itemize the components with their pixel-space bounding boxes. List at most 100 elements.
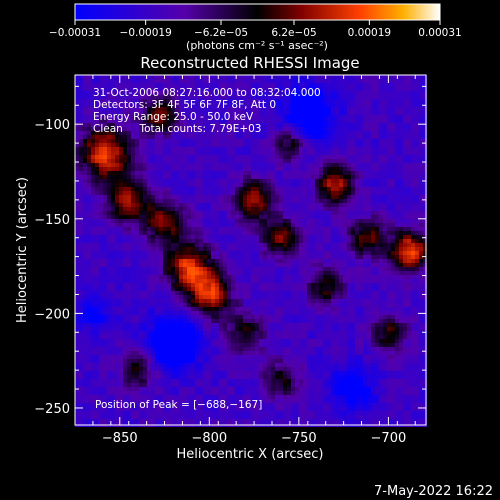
heatmap-cell bbox=[299, 199, 303, 203]
heatmap-cell bbox=[99, 119, 103, 123]
heatmap-cell bbox=[107, 267, 111, 271]
heatmap-cell bbox=[91, 267, 95, 271]
heatmap-cell bbox=[135, 291, 139, 295]
heatmap-cell bbox=[147, 379, 151, 383]
heatmap-cell bbox=[167, 203, 171, 207]
heatmap-cell bbox=[291, 119, 295, 123]
heatmap-cell bbox=[151, 331, 155, 335]
heatmap-cell bbox=[139, 191, 143, 195]
heatmap-cell bbox=[287, 391, 291, 395]
heatmap-cell bbox=[75, 131, 79, 135]
heatmap-cell bbox=[251, 151, 255, 155]
heatmap-cell bbox=[75, 395, 79, 399]
heatmap-cell bbox=[127, 359, 131, 363]
heatmap-cell bbox=[295, 351, 299, 355]
heatmap-cell bbox=[163, 131, 167, 135]
heatmap-cell bbox=[199, 291, 203, 295]
heatmap-cell bbox=[251, 375, 255, 379]
heatmap-cell bbox=[251, 227, 255, 231]
heatmap-cell bbox=[235, 147, 239, 151]
heatmap-cell bbox=[111, 79, 115, 83]
heatmap-cell bbox=[207, 375, 211, 379]
heatmap-cell bbox=[251, 115, 255, 119]
heatmap-cell bbox=[207, 131, 211, 135]
heatmap-cell bbox=[171, 211, 175, 215]
heatmap-cell bbox=[167, 355, 171, 359]
heatmap-cell bbox=[151, 175, 155, 179]
heatmap-cell bbox=[191, 291, 195, 295]
heatmap-cell bbox=[83, 395, 87, 399]
heatmap-cell bbox=[155, 383, 159, 387]
heatmap-cell bbox=[287, 323, 291, 327]
heatmap-cell bbox=[99, 375, 103, 379]
heatmap-cell bbox=[79, 279, 83, 283]
heatmap-cell bbox=[211, 111, 215, 115]
heatmap-cell bbox=[239, 419, 243, 423]
heatmap-cell bbox=[291, 231, 295, 235]
heatmap-cell bbox=[219, 379, 223, 383]
heatmap-cell bbox=[83, 91, 87, 95]
heatmap-cell bbox=[235, 183, 239, 187]
heatmap-cell bbox=[179, 215, 183, 219]
heatmap-cell bbox=[291, 211, 295, 215]
heatmap-cell bbox=[263, 103, 267, 107]
heatmap-cell bbox=[147, 331, 151, 335]
heatmap-cell bbox=[139, 215, 143, 219]
heatmap-cell bbox=[215, 279, 219, 283]
heatmap-cell bbox=[187, 199, 191, 203]
heatmap-cell bbox=[95, 267, 99, 271]
heatmap-cell bbox=[167, 115, 171, 119]
heatmap-cell bbox=[131, 283, 135, 287]
heatmap-cell bbox=[195, 347, 199, 351]
heatmap-cell bbox=[199, 307, 203, 311]
heatmap-cell bbox=[91, 231, 95, 235]
heatmap-cell bbox=[195, 255, 199, 259]
heatmap-cell bbox=[203, 399, 207, 403]
heatmap-cell bbox=[79, 175, 83, 179]
heatmap-cell bbox=[219, 375, 223, 379]
heatmap-cell bbox=[199, 211, 203, 215]
heatmap-cell bbox=[95, 363, 99, 367]
heatmap-cell bbox=[139, 127, 143, 131]
heatmap-cell bbox=[247, 355, 251, 359]
heatmap-cell bbox=[87, 331, 91, 335]
heatmap-cell bbox=[159, 175, 163, 179]
heatmap-cell bbox=[103, 123, 107, 127]
heatmap-cell bbox=[151, 259, 155, 263]
heatmap-cell bbox=[283, 383, 287, 387]
heatmap-cell bbox=[87, 99, 91, 103]
heatmap-cell bbox=[107, 331, 111, 335]
heatmap-cell bbox=[127, 123, 131, 127]
heatmap-cell bbox=[211, 247, 215, 251]
heatmap-cell bbox=[279, 215, 283, 219]
heatmap-cell bbox=[83, 403, 87, 407]
heatmap-cell bbox=[299, 115, 303, 119]
heatmap-cell bbox=[107, 407, 111, 411]
heatmap-cell bbox=[235, 355, 239, 359]
heatmap-cell bbox=[215, 351, 219, 355]
heatmap-cell bbox=[183, 355, 187, 359]
heatmap-cell bbox=[275, 179, 279, 183]
heatmap-cell bbox=[143, 251, 147, 255]
heatmap-cell bbox=[175, 247, 179, 251]
heatmap-cell bbox=[219, 247, 223, 251]
heatmap-cell bbox=[155, 315, 159, 319]
chart-title: Reconstructed RHESSI Image bbox=[140, 54, 359, 72]
heatmap-cell bbox=[291, 411, 295, 415]
heatmap-cell bbox=[235, 291, 239, 295]
heatmap-cell bbox=[271, 111, 275, 115]
heatmap-cell bbox=[195, 343, 199, 347]
heatmap-cell bbox=[147, 151, 151, 155]
heatmap-cell bbox=[231, 163, 235, 167]
heatmap-cell bbox=[239, 127, 243, 131]
heatmap-cell bbox=[103, 367, 107, 371]
heatmap-cell bbox=[143, 275, 147, 279]
heatmap-cell bbox=[227, 367, 231, 371]
heatmap-cell bbox=[191, 179, 195, 183]
heatmap-cell bbox=[299, 163, 303, 167]
heatmap-cell bbox=[147, 251, 151, 255]
heatmap-cell bbox=[119, 147, 123, 151]
heatmap-cell bbox=[91, 291, 95, 295]
heatmap-cell bbox=[163, 199, 167, 203]
heatmap-cell bbox=[183, 295, 187, 299]
